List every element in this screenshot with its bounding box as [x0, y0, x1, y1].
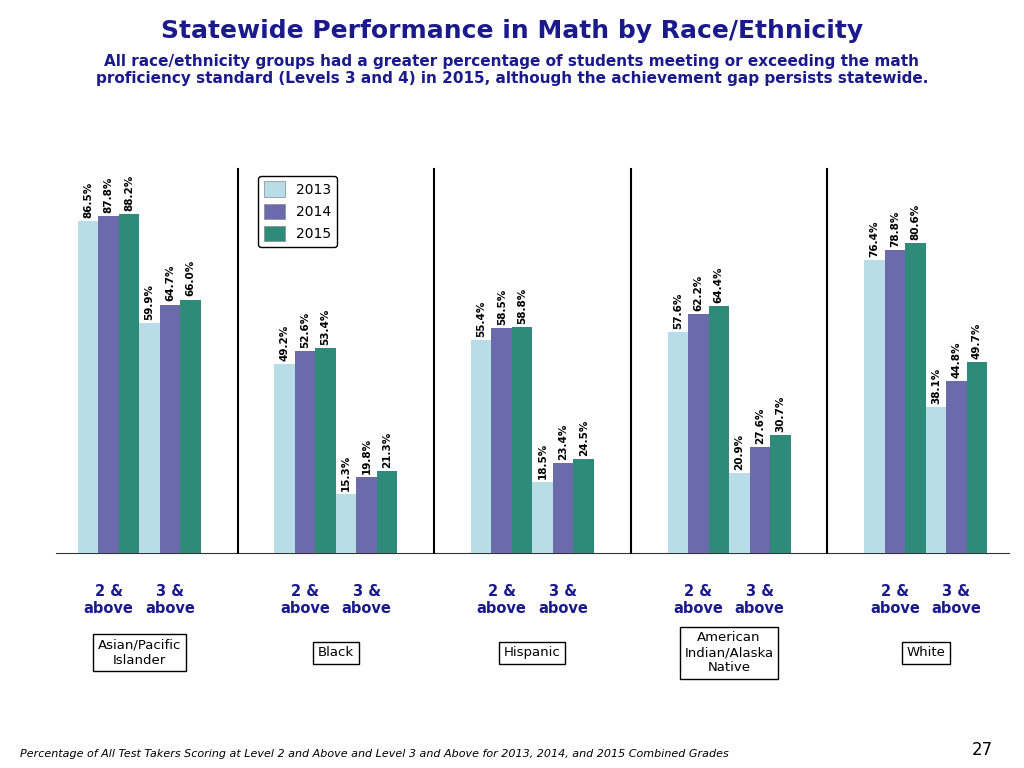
Bar — [905, 243, 926, 553]
Text: 58.5%: 58.5% — [497, 289, 507, 326]
Bar — [885, 250, 905, 553]
Bar — [119, 214, 139, 553]
Bar — [98, 216, 119, 553]
Bar — [770, 435, 791, 553]
Text: 49.7%: 49.7% — [972, 323, 982, 359]
Bar — [512, 327, 532, 553]
Text: 64.7%: 64.7% — [165, 265, 175, 302]
Text: 3 &
above: 3 & above — [539, 584, 588, 616]
Text: 18.5%: 18.5% — [538, 442, 548, 479]
Text: 76.4%: 76.4% — [869, 220, 880, 257]
Bar — [729, 473, 750, 553]
Text: Percentage of All Test Takers Scoring at Level 2 and Above and Level 3 and Above: Percentage of All Test Takers Scoring at… — [20, 749, 729, 759]
Bar — [967, 362, 987, 553]
Text: 3 &
above: 3 & above — [342, 584, 391, 616]
Text: 57.6%: 57.6% — [673, 293, 683, 329]
Text: 2 &
above: 2 & above — [281, 584, 330, 616]
Legend: 2013, 2014, 2015: 2013, 2014, 2015 — [258, 176, 337, 247]
Bar — [532, 482, 553, 553]
Bar — [356, 477, 377, 553]
Text: 30.7%: 30.7% — [775, 396, 785, 432]
Bar — [471, 340, 492, 553]
Text: 24.5%: 24.5% — [579, 419, 589, 456]
Text: 3 &
above: 3 & above — [145, 584, 196, 616]
Text: 23.4%: 23.4% — [558, 424, 568, 460]
Text: 86.5%: 86.5% — [83, 181, 93, 218]
Text: White: White — [906, 647, 945, 659]
Text: 3 &
above: 3 & above — [735, 584, 784, 616]
Text: 2 &
above: 2 & above — [84, 584, 133, 616]
Bar — [377, 472, 397, 553]
Bar — [864, 260, 885, 553]
Text: Black: Black — [317, 647, 354, 659]
Bar — [336, 495, 356, 553]
Bar — [688, 314, 709, 553]
Bar — [709, 306, 729, 553]
Bar — [553, 463, 573, 553]
Text: 58.8%: 58.8% — [517, 288, 527, 324]
Text: 59.9%: 59.9% — [144, 284, 155, 320]
Text: 49.2%: 49.2% — [280, 325, 290, 361]
Text: Hispanic: Hispanic — [504, 647, 561, 659]
Bar — [160, 305, 180, 553]
Bar — [946, 381, 967, 553]
Bar — [139, 323, 160, 553]
Text: 2 &
above: 2 & above — [674, 584, 723, 616]
Text: 27.6%: 27.6% — [755, 408, 765, 444]
Text: 19.8%: 19.8% — [361, 438, 372, 474]
Text: 64.4%: 64.4% — [714, 266, 724, 303]
Bar — [573, 459, 594, 553]
Text: 88.2%: 88.2% — [124, 175, 134, 211]
Text: 38.1%: 38.1% — [931, 367, 941, 404]
Text: 44.8%: 44.8% — [951, 341, 962, 378]
Text: 20.9%: 20.9% — [734, 433, 744, 470]
Text: All race/ethnicity groups had a greater percentage of students meeting or exceed: All race/ethnicity groups had a greater … — [96, 54, 928, 86]
Text: American
Indian/Alaska
Native: American Indian/Alaska Native — [684, 631, 773, 674]
Bar — [180, 300, 201, 553]
Text: 15.3%: 15.3% — [341, 455, 351, 492]
Bar — [926, 407, 946, 553]
Bar — [315, 348, 336, 553]
Bar — [492, 329, 512, 553]
Text: 87.8%: 87.8% — [103, 177, 114, 213]
Text: 62.2%: 62.2% — [693, 275, 703, 311]
Text: 3 &
above: 3 & above — [932, 584, 981, 616]
Text: 78.8%: 78.8% — [890, 211, 900, 247]
Text: 55.4%: 55.4% — [476, 301, 486, 337]
Text: 2 &
above: 2 & above — [477, 584, 526, 616]
Bar — [750, 447, 770, 553]
Text: 21.3%: 21.3% — [382, 432, 392, 468]
Text: 66.0%: 66.0% — [185, 260, 196, 296]
Text: 2 &
above: 2 & above — [869, 584, 920, 616]
Bar — [78, 221, 98, 553]
Text: 53.4%: 53.4% — [321, 309, 331, 345]
Text: Asian/Pacific
Islander: Asian/Pacific Islander — [97, 639, 181, 667]
Text: 27: 27 — [972, 741, 993, 759]
Bar — [274, 364, 295, 553]
Text: 52.6%: 52.6% — [300, 312, 310, 348]
Text: Statewide Performance in Math by Race/Ethnicity: Statewide Performance in Math by Race/Et… — [161, 19, 863, 43]
Bar — [295, 351, 315, 553]
Bar — [668, 332, 688, 553]
Text: 80.6%: 80.6% — [910, 204, 921, 240]
